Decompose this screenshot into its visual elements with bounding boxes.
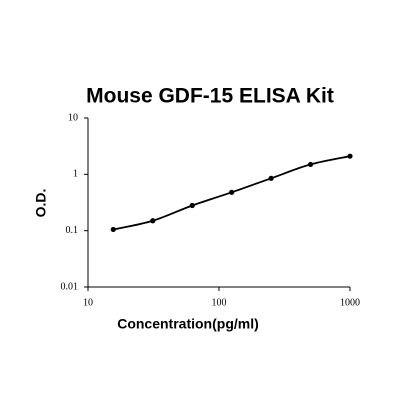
y-tick-label: 1	[73, 169, 78, 180]
chart-title: Mouse GDF-15 ELISA Kit	[86, 85, 334, 108]
data-point	[229, 189, 235, 195]
x-tick-label: 100	[212, 297, 227, 308]
x-tick-label: 1000	[340, 297, 360, 308]
x-tick-label: 10	[83, 297, 93, 308]
data-point	[110, 226, 116, 233]
data-point	[268, 175, 274, 181]
x-axis-label: Concentration(pg/ml)	[117, 316, 259, 332]
y-tick-label: 0.01	[61, 281, 79, 292]
y-tick-label: 10	[68, 112, 78, 123]
y-tick-label: 0.1	[66, 225, 79, 236]
data-point	[347, 153, 353, 159]
y-axis-label: O.D.	[33, 189, 49, 218]
data-point	[189, 202, 195, 209]
data-point	[307, 161, 314, 168]
data-point	[150, 218, 156, 224]
